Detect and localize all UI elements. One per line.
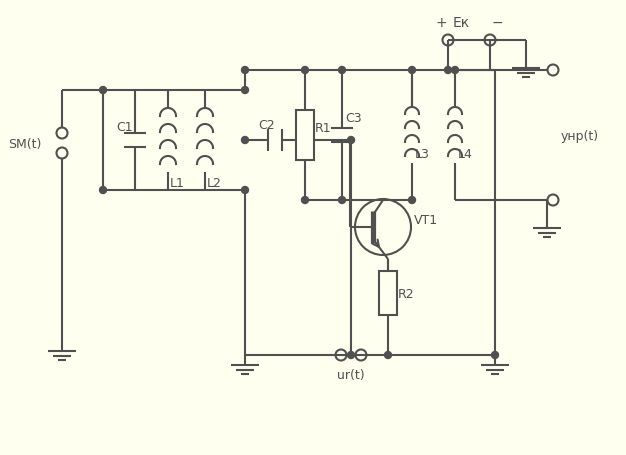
Text: SM(t): SM(t): [8, 137, 41, 150]
Circle shape: [242, 87, 249, 94]
Circle shape: [242, 67, 249, 74]
Circle shape: [302, 197, 309, 204]
Circle shape: [384, 352, 391, 359]
Text: Ек: Ек: [453, 16, 470, 30]
Circle shape: [451, 67, 458, 74]
Text: L2: L2: [207, 176, 222, 189]
Circle shape: [302, 67, 309, 74]
Circle shape: [347, 137, 354, 144]
Text: −: −: [492, 16, 504, 30]
Bar: [296, 111, 314, 161]
Circle shape: [242, 137, 249, 144]
Text: R2: R2: [398, 287, 414, 300]
Text: C3: C3: [345, 111, 362, 124]
Circle shape: [444, 67, 451, 74]
Circle shape: [100, 187, 106, 194]
Text: +: +: [436, 16, 448, 30]
Text: VT1: VT1: [414, 213, 438, 226]
Circle shape: [347, 352, 354, 359]
Circle shape: [339, 67, 346, 74]
Text: C2: C2: [259, 118, 275, 131]
Circle shape: [409, 197, 416, 204]
Text: L1: L1: [170, 176, 185, 189]
Circle shape: [100, 87, 106, 94]
Text: R1: R1: [315, 121, 332, 134]
Circle shape: [491, 352, 498, 359]
Bar: [379, 271, 397, 315]
Text: C1: C1: [116, 120, 133, 133]
Circle shape: [242, 187, 249, 194]
Text: ur(t): ur(t): [337, 369, 365, 382]
Text: унр(t): унр(t): [561, 129, 599, 142]
Text: L4: L4: [458, 147, 473, 160]
Circle shape: [409, 67, 416, 74]
Text: L3: L3: [415, 147, 430, 160]
Circle shape: [339, 197, 346, 204]
